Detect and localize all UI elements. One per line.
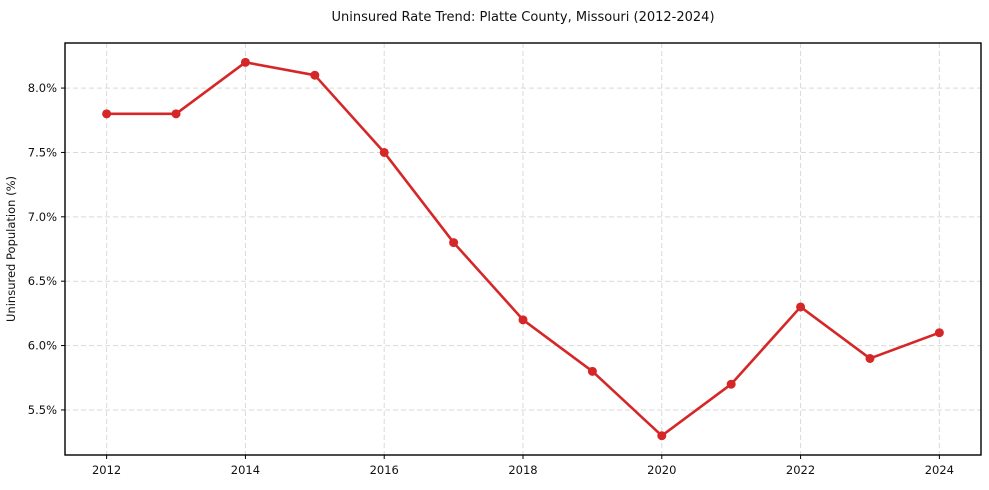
data-point — [796, 302, 806, 312]
x-tick-label: 2020 — [647, 463, 676, 477]
data-point — [171, 109, 181, 119]
data-point — [379, 147, 389, 157]
data-point — [726, 379, 736, 389]
data-point — [240, 57, 250, 67]
data-point — [102, 109, 112, 119]
plot-border — [64, 42, 982, 456]
x-tick-label: 2018 — [508, 463, 537, 477]
data-point — [934, 328, 944, 338]
x-tick-label: 2024 — [925, 463, 954, 477]
y-tick-label: 7.5% — [28, 145, 57, 159]
y-tick-label: 7.0% — [28, 210, 57, 224]
x-tick-label: 2014 — [231, 463, 260, 477]
y-tick-label: 6.0% — [28, 339, 57, 353]
y-tick-label: 6.5% — [28, 274, 57, 288]
data-point — [587, 366, 597, 376]
x-tick-label: 2012 — [92, 463, 121, 477]
y-tick-label: 8.0% — [28, 81, 57, 95]
data-point — [865, 353, 875, 363]
data-point — [449, 238, 459, 248]
data-series — [102, 57, 944, 441]
x-tick-label: 2016 — [370, 463, 399, 477]
axes: 5.5% 6.0% 6.5% 7.0% 7.5% 8.0% 2012 2014 2016 2018… — [28, 81, 954, 477]
data-point — [518, 315, 528, 325]
y-tick-label: 5.5% — [28, 403, 57, 417]
y-axis-label: Uninsured Population (%) — [4, 176, 18, 322]
data-point — [310, 70, 320, 80]
chart-title: Uninsured Rate Trend: Platte County, Mis… — [331, 10, 714, 25]
gridlines — [65, 43, 981, 455]
data-point — [657, 431, 667, 441]
x-tick-label: 2022 — [786, 463, 815, 477]
